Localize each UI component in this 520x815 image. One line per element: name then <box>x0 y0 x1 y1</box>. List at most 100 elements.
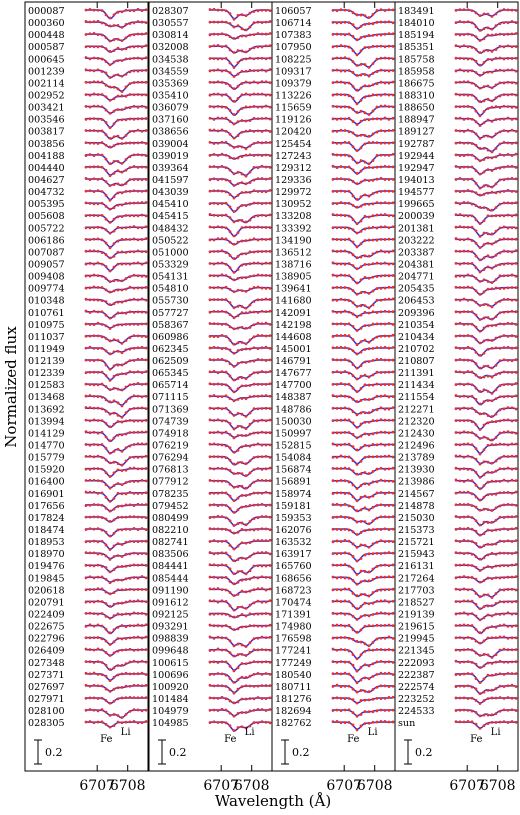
observed-point <box>387 491 391 495</box>
observed-point <box>498 68 502 72</box>
observed-point <box>391 177 395 181</box>
observed-point <box>355 377 359 381</box>
observed-point <box>359 326 363 330</box>
observed-point <box>108 668 112 671</box>
observed-point <box>486 661 490 665</box>
observed-point <box>124 262 128 266</box>
observed-point <box>124 400 128 403</box>
observed-point <box>331 492 335 495</box>
observed-point <box>486 480 490 484</box>
observed-point <box>116 447 120 451</box>
observed-point <box>375 141 379 145</box>
observed-point <box>120 26 124 29</box>
observed-point <box>331 696 335 700</box>
observed-point <box>462 611 466 615</box>
observed-point <box>387 274 391 278</box>
observed-point <box>120 183 124 187</box>
observed-point <box>220 177 224 181</box>
observed-point <box>347 347 351 351</box>
observed-point <box>140 345 144 349</box>
observed-point <box>128 710 132 713</box>
observed-point <box>116 433 120 437</box>
observed-point <box>458 225 462 229</box>
observed-point <box>244 289 248 293</box>
observed-point <box>506 588 510 591</box>
observed-point <box>502 274 506 278</box>
observed-point <box>144 673 148 676</box>
observed-point <box>232 184 236 187</box>
observed-point <box>216 141 220 145</box>
observed-point <box>355 256 359 260</box>
observed-point <box>120 136 124 140</box>
observed-point <box>140 57 144 61</box>
observed-point <box>363 443 367 447</box>
star-label: 192944 <box>398 151 435 162</box>
model-spectrum <box>85 105 145 115</box>
observed-point <box>466 249 470 253</box>
observed-point <box>252 33 256 37</box>
observed-point <box>216 44 220 47</box>
star-label: 062509 <box>152 356 189 367</box>
observed-point <box>387 44 391 48</box>
observed-point <box>343 587 347 591</box>
observed-point <box>92 69 96 73</box>
observed-point <box>498 190 502 194</box>
observed-point <box>391 80 395 84</box>
observed-point <box>264 636 268 640</box>
star-label: 162076 <box>275 525 312 536</box>
observed-point <box>347 587 351 591</box>
observed-point <box>474 169 478 173</box>
observed-point <box>490 287 494 291</box>
observed-point <box>466 32 470 36</box>
observed-point <box>216 358 220 361</box>
observed-point <box>454 673 458 677</box>
observed-point <box>498 335 502 339</box>
observed-point <box>367 570 371 574</box>
observed-point <box>351 85 355 88</box>
observed-point <box>100 226 104 230</box>
observed-point <box>391 21 395 25</box>
observed-point <box>498 287 502 290</box>
observed-point <box>454 407 458 411</box>
observed-point <box>136 7 140 11</box>
observed-point <box>264 515 268 518</box>
observed-point <box>140 297 144 301</box>
observed-point <box>383 309 387 313</box>
observed-point <box>212 20 216 24</box>
observed-point <box>347 407 351 411</box>
observed-point <box>355 618 359 621</box>
observed-point <box>510 672 514 675</box>
observed-point <box>136 141 140 145</box>
observed-point <box>339 358 343 362</box>
observed-point <box>375 57 379 61</box>
observed-point <box>132 21 136 25</box>
observed-point <box>506 479 510 483</box>
observed-point <box>100 80 104 84</box>
observed-point <box>371 192 375 195</box>
observed-point <box>104 288 108 292</box>
observed-point <box>466 478 470 482</box>
observed-point <box>108 290 112 294</box>
observed-point <box>132 359 136 362</box>
observed-point <box>502 262 506 266</box>
observed-point <box>466 188 470 192</box>
star-label: 134190 <box>275 235 312 246</box>
observed-point <box>140 624 144 627</box>
observed-point <box>470 588 474 591</box>
observed-point <box>224 575 228 579</box>
model-spectrum <box>332 455 392 465</box>
observed-point <box>502 418 506 422</box>
observed-point <box>391 599 395 603</box>
observed-point <box>343 708 347 712</box>
observed-point <box>220 164 224 168</box>
observed-point <box>268 44 272 48</box>
star-label: 038656 <box>152 127 189 138</box>
star-label: 000360 <box>28 18 65 29</box>
observed-point <box>244 434 248 437</box>
observed-point <box>454 225 458 229</box>
star-label: 077912 <box>152 477 189 488</box>
star-label: 214567 <box>398 489 435 500</box>
observed-point <box>486 97 490 101</box>
observed-point <box>216 551 220 555</box>
observed-point <box>140 659 144 663</box>
